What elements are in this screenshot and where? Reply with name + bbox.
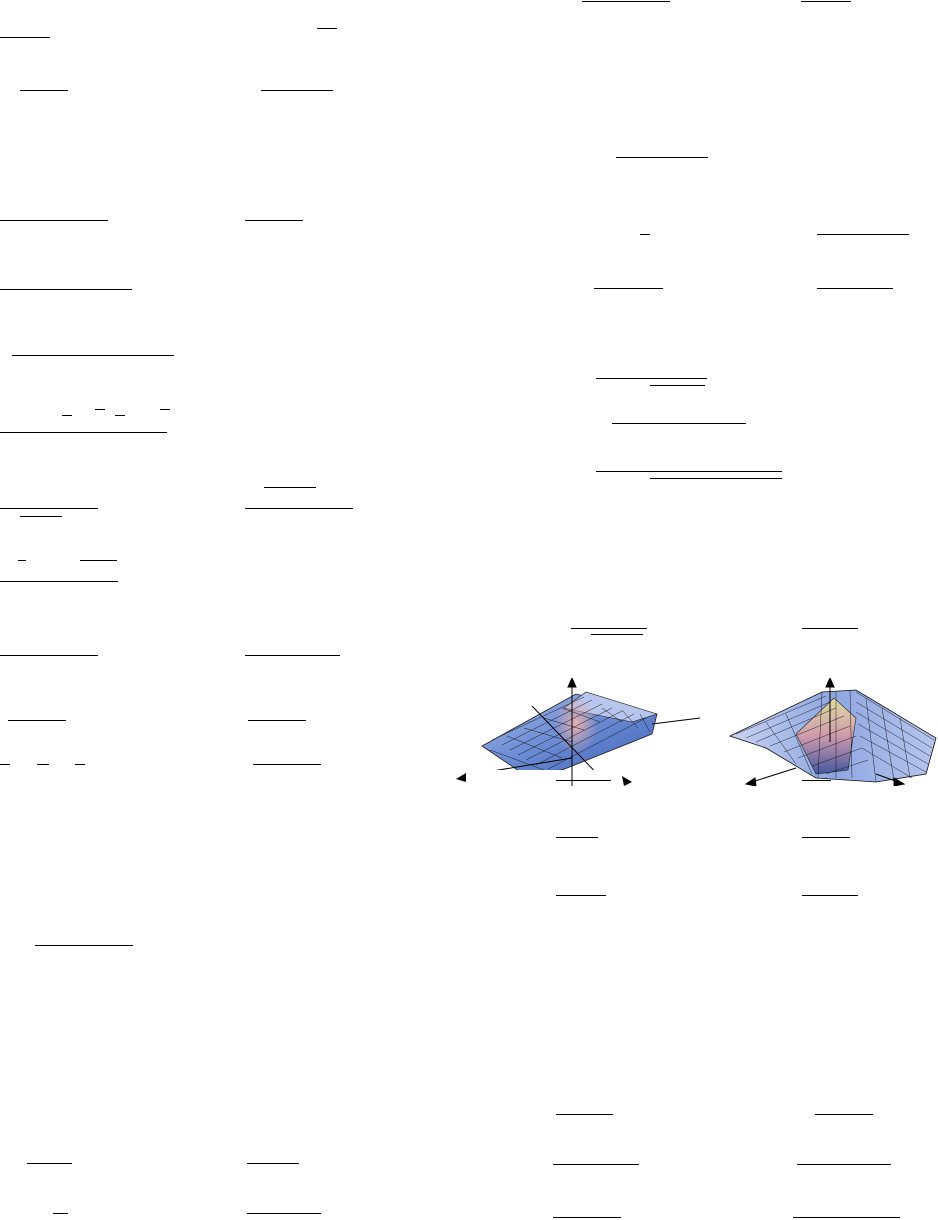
fraction-bar bbox=[793, 1217, 900, 1218]
fraction-bar bbox=[591, 634, 643, 635]
fraction-bar bbox=[248, 720, 306, 721]
surface-mesh bbox=[489, 696, 651, 770]
fraction-bar bbox=[95, 409, 105, 410]
saddle-surface-figure bbox=[452, 678, 702, 770]
y-axis-arrowhead bbox=[622, 776, 632, 786]
fraction-bar bbox=[571, 628, 647, 629]
fraction-bar bbox=[0, 289, 132, 290]
fraction-bar bbox=[802, 628, 858, 629]
fraction-bar bbox=[247, 1163, 299, 1164]
surface-mesh bbox=[735, 689, 935, 783]
fraction-bar bbox=[650, 385, 705, 386]
fraction-bar bbox=[817, 234, 909, 235]
fraction-bar bbox=[0, 764, 10, 765]
y-axis bbox=[531, 705, 595, 770]
fraction-bar bbox=[0, 37, 50, 38]
z-axis-arrowhead bbox=[825, 678, 835, 688]
fraction-bar bbox=[0, 581, 118, 582]
fraction-bar bbox=[815, 1114, 873, 1115]
fraction-bar bbox=[616, 157, 708, 158]
x-axis bbox=[751, 767, 797, 783]
fraction-bar bbox=[596, 471, 782, 472]
fraction-bar bbox=[802, 895, 858, 896]
saddle-axes-lower bbox=[452, 760, 702, 790]
fraction-bar bbox=[115, 415, 125, 416]
twisted-surface-figure bbox=[726, 678, 938, 786]
fraction-bar bbox=[20, 90, 68, 91]
fraction-bar bbox=[596, 378, 707, 379]
x-axis-arrowhead bbox=[744, 777, 757, 786]
fraction-bar bbox=[556, 895, 606, 896]
saddle-surface-svg bbox=[481, 678, 701, 770]
twisted-surface-svg bbox=[728, 678, 937, 786]
z-axis-arrowhead bbox=[567, 678, 577, 688]
surface-peak-highlight bbox=[554, 700, 598, 760]
fraction-bar bbox=[247, 1213, 321, 1214]
fraction-bar bbox=[0, 220, 108, 221]
fraction-bar bbox=[20, 516, 62, 517]
fraction-bar bbox=[253, 764, 321, 765]
fraction-bar bbox=[612, 423, 746, 424]
saddle-axes-lower-svg bbox=[571, 760, 573, 786]
fraction-bar bbox=[160, 409, 170, 410]
fraction-bar bbox=[317, 28, 337, 29]
fraction-bar bbox=[0, 432, 167, 433]
fraction-bar bbox=[556, 1114, 613, 1115]
fraction-bar bbox=[650, 478, 782, 479]
fraction-bar bbox=[553, 1164, 639, 1165]
fraction-bar bbox=[80, 560, 117, 561]
x-axis-arrowhead bbox=[456, 773, 466, 782]
fraction-bar bbox=[553, 1217, 621, 1218]
fraction-bar bbox=[37, 764, 49, 765]
fraction-bar bbox=[582, 1, 670, 2]
fraction-bar bbox=[556, 837, 598, 838]
fraction-bar bbox=[8, 720, 66, 721]
y-axis-arrowhead bbox=[893, 777, 906, 786]
fraction-bar bbox=[245, 508, 353, 509]
fraction-bar bbox=[53, 1213, 68, 1214]
axes bbox=[744, 678, 906, 786]
fraction-bar bbox=[35, 945, 133, 946]
fraction-bar bbox=[817, 288, 893, 289]
fraction-bar bbox=[75, 764, 85, 765]
fraction-bar bbox=[18, 560, 26, 561]
fraction-bar bbox=[62, 415, 72, 416]
fraction-bar bbox=[640, 234, 650, 235]
fraction-bar bbox=[802, 837, 850, 838]
axes bbox=[495, 678, 701, 770]
fraction-bar bbox=[245, 220, 303, 221]
saddle-arrowheads bbox=[452, 760, 652, 790]
x-axis bbox=[495, 757, 573, 770]
saddle-arrowheads-svg bbox=[456, 773, 632, 786]
fraction-bar bbox=[594, 288, 663, 289]
fraction-bar bbox=[27, 1163, 72, 1164]
fraction-bar bbox=[245, 655, 340, 656]
y-axis-tail bbox=[651, 717, 701, 725]
fraction-bar bbox=[801, 1, 851, 2]
fraction-bar bbox=[797, 1164, 891, 1165]
fraction-bar bbox=[261, 90, 333, 91]
fraction-bar bbox=[0, 508, 98, 509]
fraction-bar bbox=[0, 655, 98, 656]
fraction-bar bbox=[264, 487, 316, 488]
fraction-bar bbox=[12, 355, 174, 356]
